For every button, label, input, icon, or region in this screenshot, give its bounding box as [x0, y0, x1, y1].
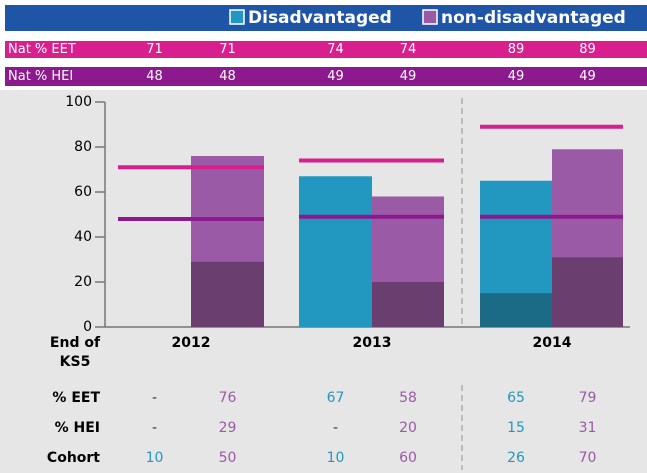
table-cell: 65 — [507, 390, 525, 406]
nat-row-value: 89 — [579, 42, 596, 57]
table-cell: 31 — [579, 420, 597, 436]
table-cell: 10 — [327, 450, 345, 466]
table-cell: 76 — [219, 390, 237, 406]
y-tick-label: 60 — [74, 184, 92, 200]
table-cell: 29 — [219, 420, 237, 436]
x-tick-label: 2012 — [172, 335, 211, 351]
nat-row-value: 48 — [146, 69, 163, 84]
table-cell: - — [152, 420, 157, 436]
row-label: % HEI — [55, 420, 100, 436]
legend-swatch — [229, 9, 245, 25]
table-cell: - — [333, 420, 338, 436]
table-cell: 26 — [507, 450, 525, 466]
nat-row-value: 49 — [579, 69, 596, 84]
table-cell: 10 — [146, 450, 164, 466]
row-label: Cohort — [47, 450, 100, 466]
table-cell: 20 — [399, 420, 417, 436]
legend-label: Disadvantaged — [248, 8, 392, 28]
table-cell: 67 — [327, 390, 345, 406]
nat-row-value: 74 — [400, 42, 417, 57]
nat-row-band — [5, 67, 647, 86]
nat-row-value: 71 — [146, 42, 163, 57]
bar-eet — [299, 176, 372, 327]
bar-hei — [191, 261, 264, 327]
x-tick-label: 2014 — [533, 335, 572, 351]
nat-row-band — [5, 41, 647, 58]
bar-hei — [552, 257, 623, 327]
nat-row-label: Nat % HEI — [8, 69, 73, 84]
nat-row-value: 89 — [508, 42, 525, 57]
table-cell: 70 — [579, 450, 597, 466]
bar-hei — [480, 293, 552, 327]
table-cell: 58 — [399, 390, 417, 406]
legend-label: non-disadvantaged — [441, 8, 626, 28]
table-cell: 15 — [507, 420, 525, 436]
nat-row-value: 48 — [219, 69, 236, 84]
table-cell: - — [152, 390, 157, 406]
nat-row-label: Nat % EET — [8, 42, 76, 57]
table-cell: 79 — [579, 390, 597, 406]
legend-swatch — [422, 9, 438, 25]
table-cell: 60 — [399, 450, 417, 466]
nat-row-value: 49 — [508, 69, 525, 84]
bar-hei — [372, 282, 444, 327]
row-label: % EET — [52, 390, 100, 406]
table-cell: 50 — [219, 450, 237, 466]
y-tick-label: 0 — [83, 319, 92, 335]
y-tick-label: 20 — [74, 274, 92, 290]
nat-row-value: 71 — [219, 42, 236, 57]
nat-row-value: 74 — [327, 42, 344, 57]
nat-row-value: 49 — [327, 69, 344, 84]
x-axis-label: End of KS5 — [50, 335, 101, 370]
x-tick-label: 2013 — [353, 335, 392, 351]
legend-bar — [5, 5, 647, 31]
y-tick-label: 80 — [74, 139, 92, 155]
y-tick-label: 100 — [65, 94, 92, 110]
nat-row-value: 49 — [400, 69, 417, 84]
y-tick-label: 40 — [74, 229, 92, 245]
